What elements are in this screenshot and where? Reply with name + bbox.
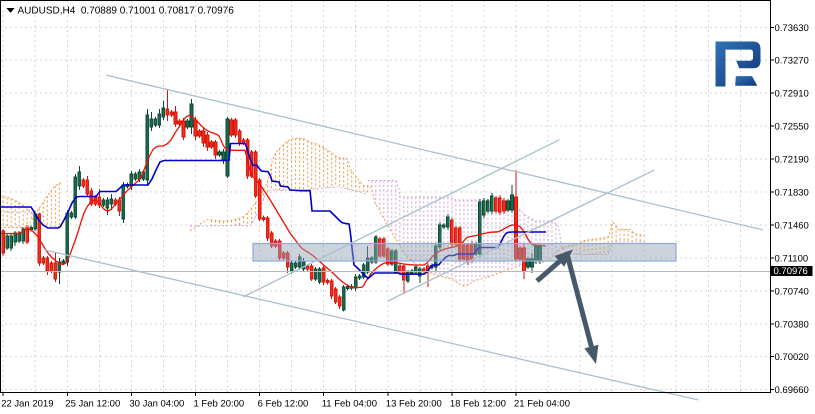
svg-text:0.70380: 0.70380 <box>775 319 809 330</box>
svg-text:0.69660: 0.69660 <box>775 385 809 396</box>
svg-text:30 Jan 04:00: 30 Jan 04:00 <box>129 399 184 410</box>
svg-text:6 Feb 12:00: 6 Feb 12:00 <box>258 399 309 410</box>
svg-text:0.70740: 0.70740 <box>775 286 809 297</box>
svg-text:AUDUSD,H4 0.70889 0.71001 0.7: AUDUSD,H4 0.70889 0.71001 0.70817 0.7097… <box>18 6 235 17</box>
svg-text:0.71100: 0.71100 <box>775 253 809 264</box>
svg-text:18 Feb 12:00: 18 Feb 12:00 <box>450 399 506 410</box>
svg-text:11 Feb 04:00: 11 Feb 04:00 <box>322 399 377 410</box>
svg-text:0.73630: 0.73630 <box>775 23 809 34</box>
svg-text:21 Feb 04:00: 21 Feb 04:00 <box>514 399 570 410</box>
svg-text:1 Feb 20:00: 1 Feb 20:00 <box>194 399 245 410</box>
svg-text:0.71830: 0.71830 <box>775 188 809 199</box>
svg-text:13 Feb 20:00: 13 Feb 20:00 <box>386 399 442 410</box>
svg-text:0.71460: 0.71460 <box>775 220 809 231</box>
svg-text:22 Jan 2019: 22 Jan 2019 <box>1 399 53 410</box>
svg-text:25 Jan 12:00: 25 Jan 12:00 <box>65 399 120 410</box>
svg-text:0.72910: 0.72910 <box>775 89 809 100</box>
svg-text:0.70020: 0.70020 <box>775 352 809 363</box>
svg-text:0.72190: 0.72190 <box>775 155 809 166</box>
svg-text:0.70976: 0.70976 <box>774 266 808 277</box>
svg-text:0.72550: 0.72550 <box>775 122 809 133</box>
svg-text:0.73270: 0.73270 <box>775 56 809 67</box>
